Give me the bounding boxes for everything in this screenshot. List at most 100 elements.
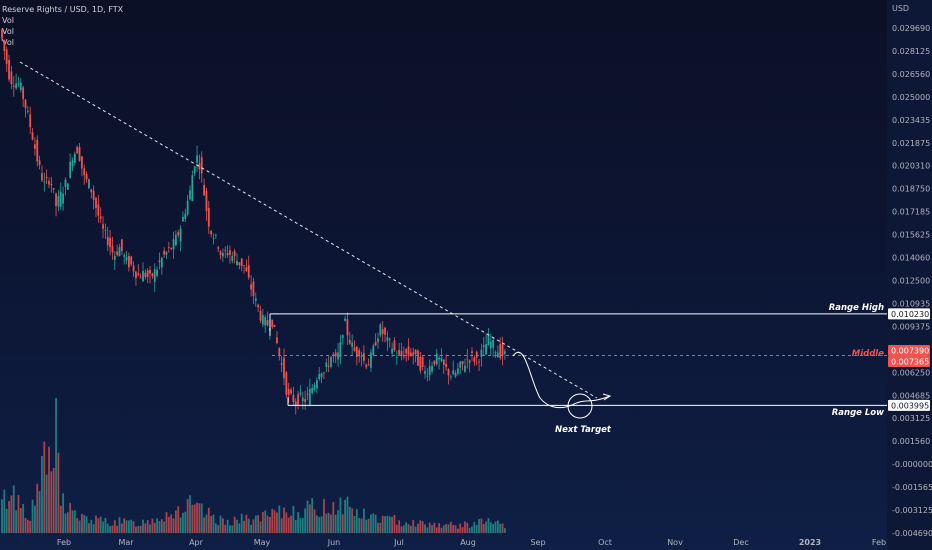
candle-body	[76, 147, 79, 154]
price-tick-label: 0.029690	[892, 24, 930, 33]
volume-bar	[135, 526, 137, 533]
price-tick-label: 0.012500	[892, 277, 930, 286]
chart-header: Reserve Rights / USD, 1D, FTX Vol Vol Vo…	[2, 4, 123, 48]
volume-bar	[341, 514, 344, 533]
volume-bar	[273, 510, 276, 533]
volume-bar	[337, 510, 339, 533]
candle-body	[10, 71, 13, 85]
volume-bar	[31, 499, 34, 533]
volume-bar	[445, 524, 448, 533]
volume-bar	[45, 474, 48, 533]
volume-bar	[442, 525, 445, 533]
volume-bar	[339, 497, 342, 533]
price-tick-label: -0.003125	[892, 506, 932, 515]
price-tick-label: 0.004685	[892, 391, 930, 400]
volume-bar	[106, 523, 109, 533]
candle-body	[102, 224, 104, 229]
candle-body	[36, 139, 39, 162]
volume-bar	[146, 520, 149, 533]
time-axis[interactable]: Feb Mar Apr May Jun Jul Aug Sep Oct Nov Dec 2023 Feb	[57, 538, 886, 547]
candle-body	[358, 350, 361, 357]
range-low-annotation: Range Low	[832, 408, 884, 418]
candle-body	[480, 349, 483, 357]
candle-body	[17, 83, 20, 85]
price-tick-label: 0.017185	[892, 208, 930, 217]
candle-body	[384, 327, 386, 335]
candle-body	[123, 255, 126, 257]
volume-bar	[219, 515, 222, 533]
candle-body	[48, 180, 50, 185]
candle-body	[290, 389, 292, 394]
candle-body	[59, 191, 62, 207]
volume-bar	[66, 512, 69, 533]
volume-bar	[24, 517, 27, 533]
volume-bar	[240, 513, 243, 533]
candle-body	[1, 29, 3, 39]
volume-bar	[158, 521, 161, 533]
volume-bar	[301, 518, 304, 533]
candle-body	[297, 394, 299, 406]
volume-bar	[236, 519, 238, 533]
candle-body	[353, 347, 356, 351]
volume-bar	[95, 515, 97, 533]
candle-body	[449, 376, 452, 378]
volume-bar	[316, 515, 318, 533]
price-tick-label: 0.028125	[892, 47, 930, 56]
volume-bar	[73, 510, 76, 533]
candle-body	[351, 342, 354, 347]
price-label-box	[888, 345, 930, 357]
candle-body	[367, 364, 370, 366]
volume-bar	[229, 525, 231, 533]
volume-bar	[196, 502, 198, 533]
volume-bar	[346, 496, 349, 533]
volume-bar	[207, 507, 210, 533]
candle-body	[139, 277, 142, 279]
time-tick-label: Feb	[872, 538, 886, 547]
volume-bar	[294, 519, 297, 533]
candle-body	[240, 258, 243, 267]
candle-body	[494, 352, 497, 353]
volume-bar	[374, 514, 377, 533]
time-tick-label: Apr	[189, 538, 204, 547]
price-labels: 0.010230 0.007390 0.007365 0.003995	[888, 308, 930, 411]
time-tick-label: Oct	[598, 538, 612, 547]
trendline	[19, 61, 598, 399]
volume-bar	[193, 504, 196, 533]
volume-bar	[177, 506, 180, 533]
candle-body	[402, 354, 405, 357]
volume-bar	[386, 515, 389, 533]
volume-bar	[370, 514, 372, 533]
candle-body	[26, 110, 29, 112]
candle-body	[254, 298, 257, 301]
candles	[1, 28, 506, 415]
candle-body	[22, 87, 25, 100]
volume-bar	[92, 524, 95, 533]
volume-bar	[144, 523, 147, 533]
volume-bar	[38, 491, 41, 533]
volume-bar	[41, 455, 43, 533]
price-axis[interactable]: 0.029690 0.028125 0.026560 0.025000 0.023435…	[892, 24, 932, 538]
volume-bar	[292, 506, 295, 533]
candle-body	[163, 250, 166, 255]
volume-bar	[15, 510, 17, 533]
candle-body	[12, 85, 15, 87]
volume-bar	[435, 527, 438, 533]
price-axis-background[interactable]	[887, 0, 932, 550]
candle-body	[252, 281, 255, 297]
candle-body	[273, 324, 276, 327]
volume-bar	[480, 518, 483, 533]
price-label-value: 0.007390	[891, 347, 929, 356]
candle-body	[377, 338, 379, 343]
volume-bar	[311, 497, 314, 533]
price-label-value: 0.007365	[891, 358, 929, 367]
candle-body	[214, 234, 217, 236]
candle-body	[386, 337, 389, 342]
volume-bar	[186, 498, 189, 533]
projection-path	[512, 352, 611, 409]
candle-body	[485, 344, 487, 355]
candle-body	[50, 183, 53, 186]
candle-body	[233, 250, 236, 256]
candle-body	[184, 213, 187, 219]
volume-bar	[496, 520, 499, 533]
